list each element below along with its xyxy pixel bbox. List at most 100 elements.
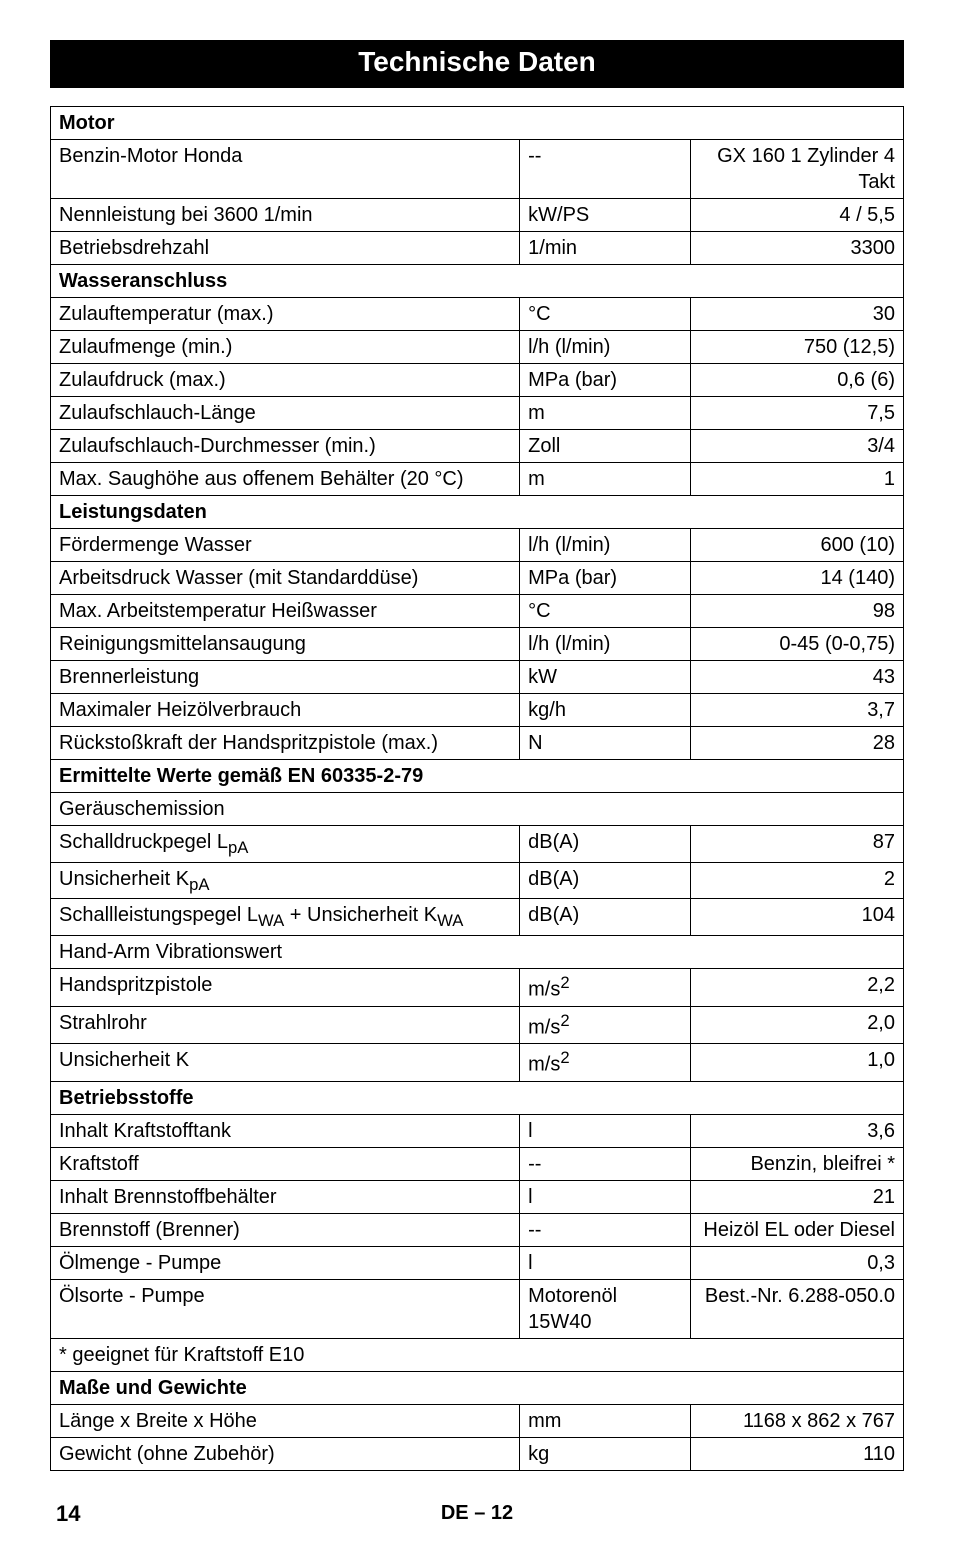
- spec-value: 30: [690, 298, 903, 331]
- spec-unit: m/s2: [520, 1006, 691, 1044]
- spec-unit: N: [520, 727, 691, 760]
- spec-value: 0,3: [690, 1246, 903, 1279]
- spec-label: Ölsorte - Pumpe: [51, 1279, 520, 1338]
- spec-unit: kW: [520, 661, 691, 694]
- spec-unit: --: [520, 140, 691, 199]
- spec-value: 21: [690, 1180, 903, 1213]
- full-row: Geräuschemission: [51, 793, 904, 826]
- spec-value: 3/4: [690, 430, 903, 463]
- spec-label: Arbeitsdruck Wasser (mit Standarddüse): [51, 562, 520, 595]
- spec-value: 0,6 (6): [690, 364, 903, 397]
- spec-label: Zulaufmenge (min.): [51, 331, 520, 364]
- page-footer: 14 DE – 12: [50, 1501, 904, 1527]
- section-header: Ermittelte Werte gemäß EN 60335-2-79: [51, 760, 904, 793]
- spec-unit: --: [520, 1147, 691, 1180]
- spec-label: Kraftstoff: [51, 1147, 520, 1180]
- spec-unit: °C: [520, 595, 691, 628]
- spec-unit: dB(A): [520, 862, 691, 899]
- spec-label: Schallleistungspegel LWA + Unsicherheit …: [51, 899, 520, 936]
- footer-page-left: 14: [56, 1501, 80, 1527]
- spec-table: MotorBenzin-Motor Honda--GX 160 1 Zylind…: [50, 106, 904, 1471]
- spec-unit: l/h (l/min): [520, 628, 691, 661]
- spec-label: Benzin-Motor Honda: [51, 140, 520, 199]
- spec-value: 1168 x 862 x 767: [690, 1404, 903, 1437]
- spec-label: Ölmenge - Pumpe: [51, 1246, 520, 1279]
- spec-label: Rückstoßkraft der Handspritzpistole (max…: [51, 727, 520, 760]
- spec-value: 1: [690, 463, 903, 496]
- spec-unit: MPa (bar): [520, 364, 691, 397]
- spec-value: 1,0: [690, 1044, 903, 1082]
- spec-unit: m: [520, 463, 691, 496]
- spec-value: 110: [690, 1437, 903, 1470]
- spec-value: 2,0: [690, 1006, 903, 1044]
- section-header: Leistungsdaten: [51, 496, 904, 529]
- spec-label: Inhalt Kraftstofftank: [51, 1114, 520, 1147]
- spec-unit: dB(A): [520, 899, 691, 936]
- spec-unit: m: [520, 397, 691, 430]
- spec-label: Länge x Breite x Höhe: [51, 1404, 520, 1437]
- footer-page-center: DE – 12: [441, 1502, 513, 1525]
- spec-value: Benzin, bleifrei *: [690, 1147, 903, 1180]
- spec-value: 600 (10): [690, 529, 903, 562]
- spec-label: Unsicherheit K: [51, 1044, 520, 1082]
- spec-label: Fördermenge Wasser: [51, 529, 520, 562]
- spec-label: Max. Saughöhe aus offenem Behälter (20 °…: [51, 463, 520, 496]
- spec-unit: °C: [520, 298, 691, 331]
- spec-label: Brennerleistung: [51, 661, 520, 694]
- spec-label: Zulaufschlauch-Durchmesser (min.): [51, 430, 520, 463]
- spec-value: 7,5: [690, 397, 903, 430]
- section-header: Wasseranschluss: [51, 265, 904, 298]
- spec-value: 2: [690, 862, 903, 899]
- spec-value: 98: [690, 595, 903, 628]
- spec-unit: m/s2: [520, 1044, 691, 1082]
- page-title: Technische Daten: [50, 40, 904, 88]
- spec-unit: MPa (bar): [520, 562, 691, 595]
- spec-label: Inhalt Brennstoffbehälter: [51, 1180, 520, 1213]
- spec-unit: kg/h: [520, 694, 691, 727]
- spec-value: Best.-Nr. 6.288-050.0: [690, 1279, 903, 1338]
- spec-unit: l/h (l/min): [520, 331, 691, 364]
- spec-value: 3,7: [690, 694, 903, 727]
- section-header: Maße und Gewichte: [51, 1371, 904, 1404]
- section-header: Betriebsstoffe: [51, 1081, 904, 1114]
- spec-value: 104: [690, 899, 903, 936]
- spec-unit: 1/min: [520, 232, 691, 265]
- spec-value: 14 (140): [690, 562, 903, 595]
- spec-unit: Motorenöl 15W40: [520, 1279, 691, 1338]
- spec-unit: --: [520, 1213, 691, 1246]
- spec-label: Zulauftemperatur (max.): [51, 298, 520, 331]
- spec-value: 3300: [690, 232, 903, 265]
- spec-value: 2,2: [690, 969, 903, 1007]
- spec-label: Schalldruckpegel LpA: [51, 826, 520, 863]
- spec-unit: kg: [520, 1437, 691, 1470]
- spec-label: Nennleistung bei 3600 1/min: [51, 199, 520, 232]
- spec-label: Strahlrohr: [51, 1006, 520, 1044]
- full-row: * geeignet für Kraftstoff E10: [51, 1338, 904, 1371]
- spec-value: 4 / 5,5: [690, 199, 903, 232]
- spec-unit: mm: [520, 1404, 691, 1437]
- spec-unit: kW/PS: [520, 199, 691, 232]
- section-header: Motor: [51, 107, 904, 140]
- spec-label: Max. Arbeitstemperatur Heißwasser: [51, 595, 520, 628]
- spec-value: Heizöl EL oder Diesel: [690, 1213, 903, 1246]
- spec-unit: dB(A): [520, 826, 691, 863]
- spec-value: 28: [690, 727, 903, 760]
- spec-label: Zulaufschlauch-Länge: [51, 397, 520, 430]
- spec-unit: l: [520, 1114, 691, 1147]
- spec-label: Betriebsdrehzahl: [51, 232, 520, 265]
- spec-label: Brennstoff (Brenner): [51, 1213, 520, 1246]
- spec-label: Unsicherheit KpA: [51, 862, 520, 899]
- spec-value: 0-45 (0-0,75): [690, 628, 903, 661]
- spec-label: Gewicht (ohne Zubehör): [51, 1437, 520, 1470]
- spec-label: Reinigungsmittelansaugung: [51, 628, 520, 661]
- spec-unit: l: [520, 1246, 691, 1279]
- full-row: Hand-Arm Vibrationswert: [51, 936, 904, 969]
- spec-value: 87: [690, 826, 903, 863]
- spec-label: Zulaufdruck (max.): [51, 364, 520, 397]
- spec-value: 3,6: [690, 1114, 903, 1147]
- spec-label: Handspritzpistole: [51, 969, 520, 1007]
- spec-unit: Zoll: [520, 430, 691, 463]
- spec-unit: l: [520, 1180, 691, 1213]
- spec-unit: m/s2: [520, 969, 691, 1007]
- spec-value: 43: [690, 661, 903, 694]
